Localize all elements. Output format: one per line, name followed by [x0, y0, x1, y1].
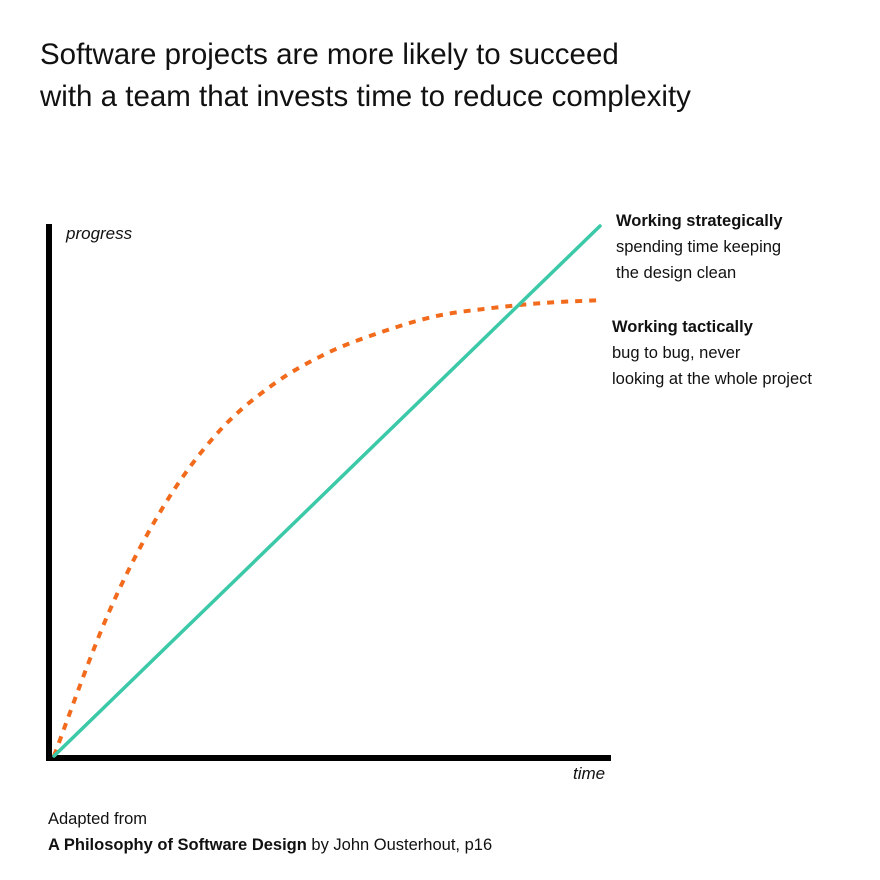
legend-tactical-desc-2: looking at the whole project — [612, 370, 812, 388]
legend-tactical-name: Working tactically — [612, 318, 753, 336]
legend-tactical-desc-1: bug to bug, never — [612, 344, 741, 362]
book-author: by John Ousterhout, p16 — [306, 836, 493, 854]
source-line-1: Adapted from — [48, 810, 148, 828]
series-layer — [52, 224, 602, 758]
legend-strategic-desc-1: spending time keeping — [616, 238, 782, 256]
y-axis-label: progress — [66, 224, 133, 243]
chart-title: Software projects are more likely to suc… — [40, 34, 860, 118]
chart-axes — [46, 224, 611, 761]
series-line-working-tactically — [52, 298, 601, 757]
x-axis-label: time — [573, 764, 606, 783]
series-line-working-strategically — [52, 224, 602, 758]
source-credit: Adapted from A Philosophy of Software De… — [48, 806, 492, 858]
legend-strategic-desc-2: the design clean — [616, 264, 737, 282]
legend-working-strategically: Working strategically spending time keep… — [616, 208, 783, 286]
legend-strategic-name: Working strategically — [616, 212, 783, 230]
source-line-2: A Philosophy of Software Design by John … — [48, 832, 492, 858]
legend-working-tactically: Working tactically bug to bug, never loo… — [612, 314, 812, 392]
book-title: A Philosophy of Software Design — [48, 836, 307, 854]
chart-title-line-2: with a team that invests time to reduce … — [40, 80, 691, 113]
chart-title-line-1: Software projects are more likely to suc… — [40, 38, 619, 71]
